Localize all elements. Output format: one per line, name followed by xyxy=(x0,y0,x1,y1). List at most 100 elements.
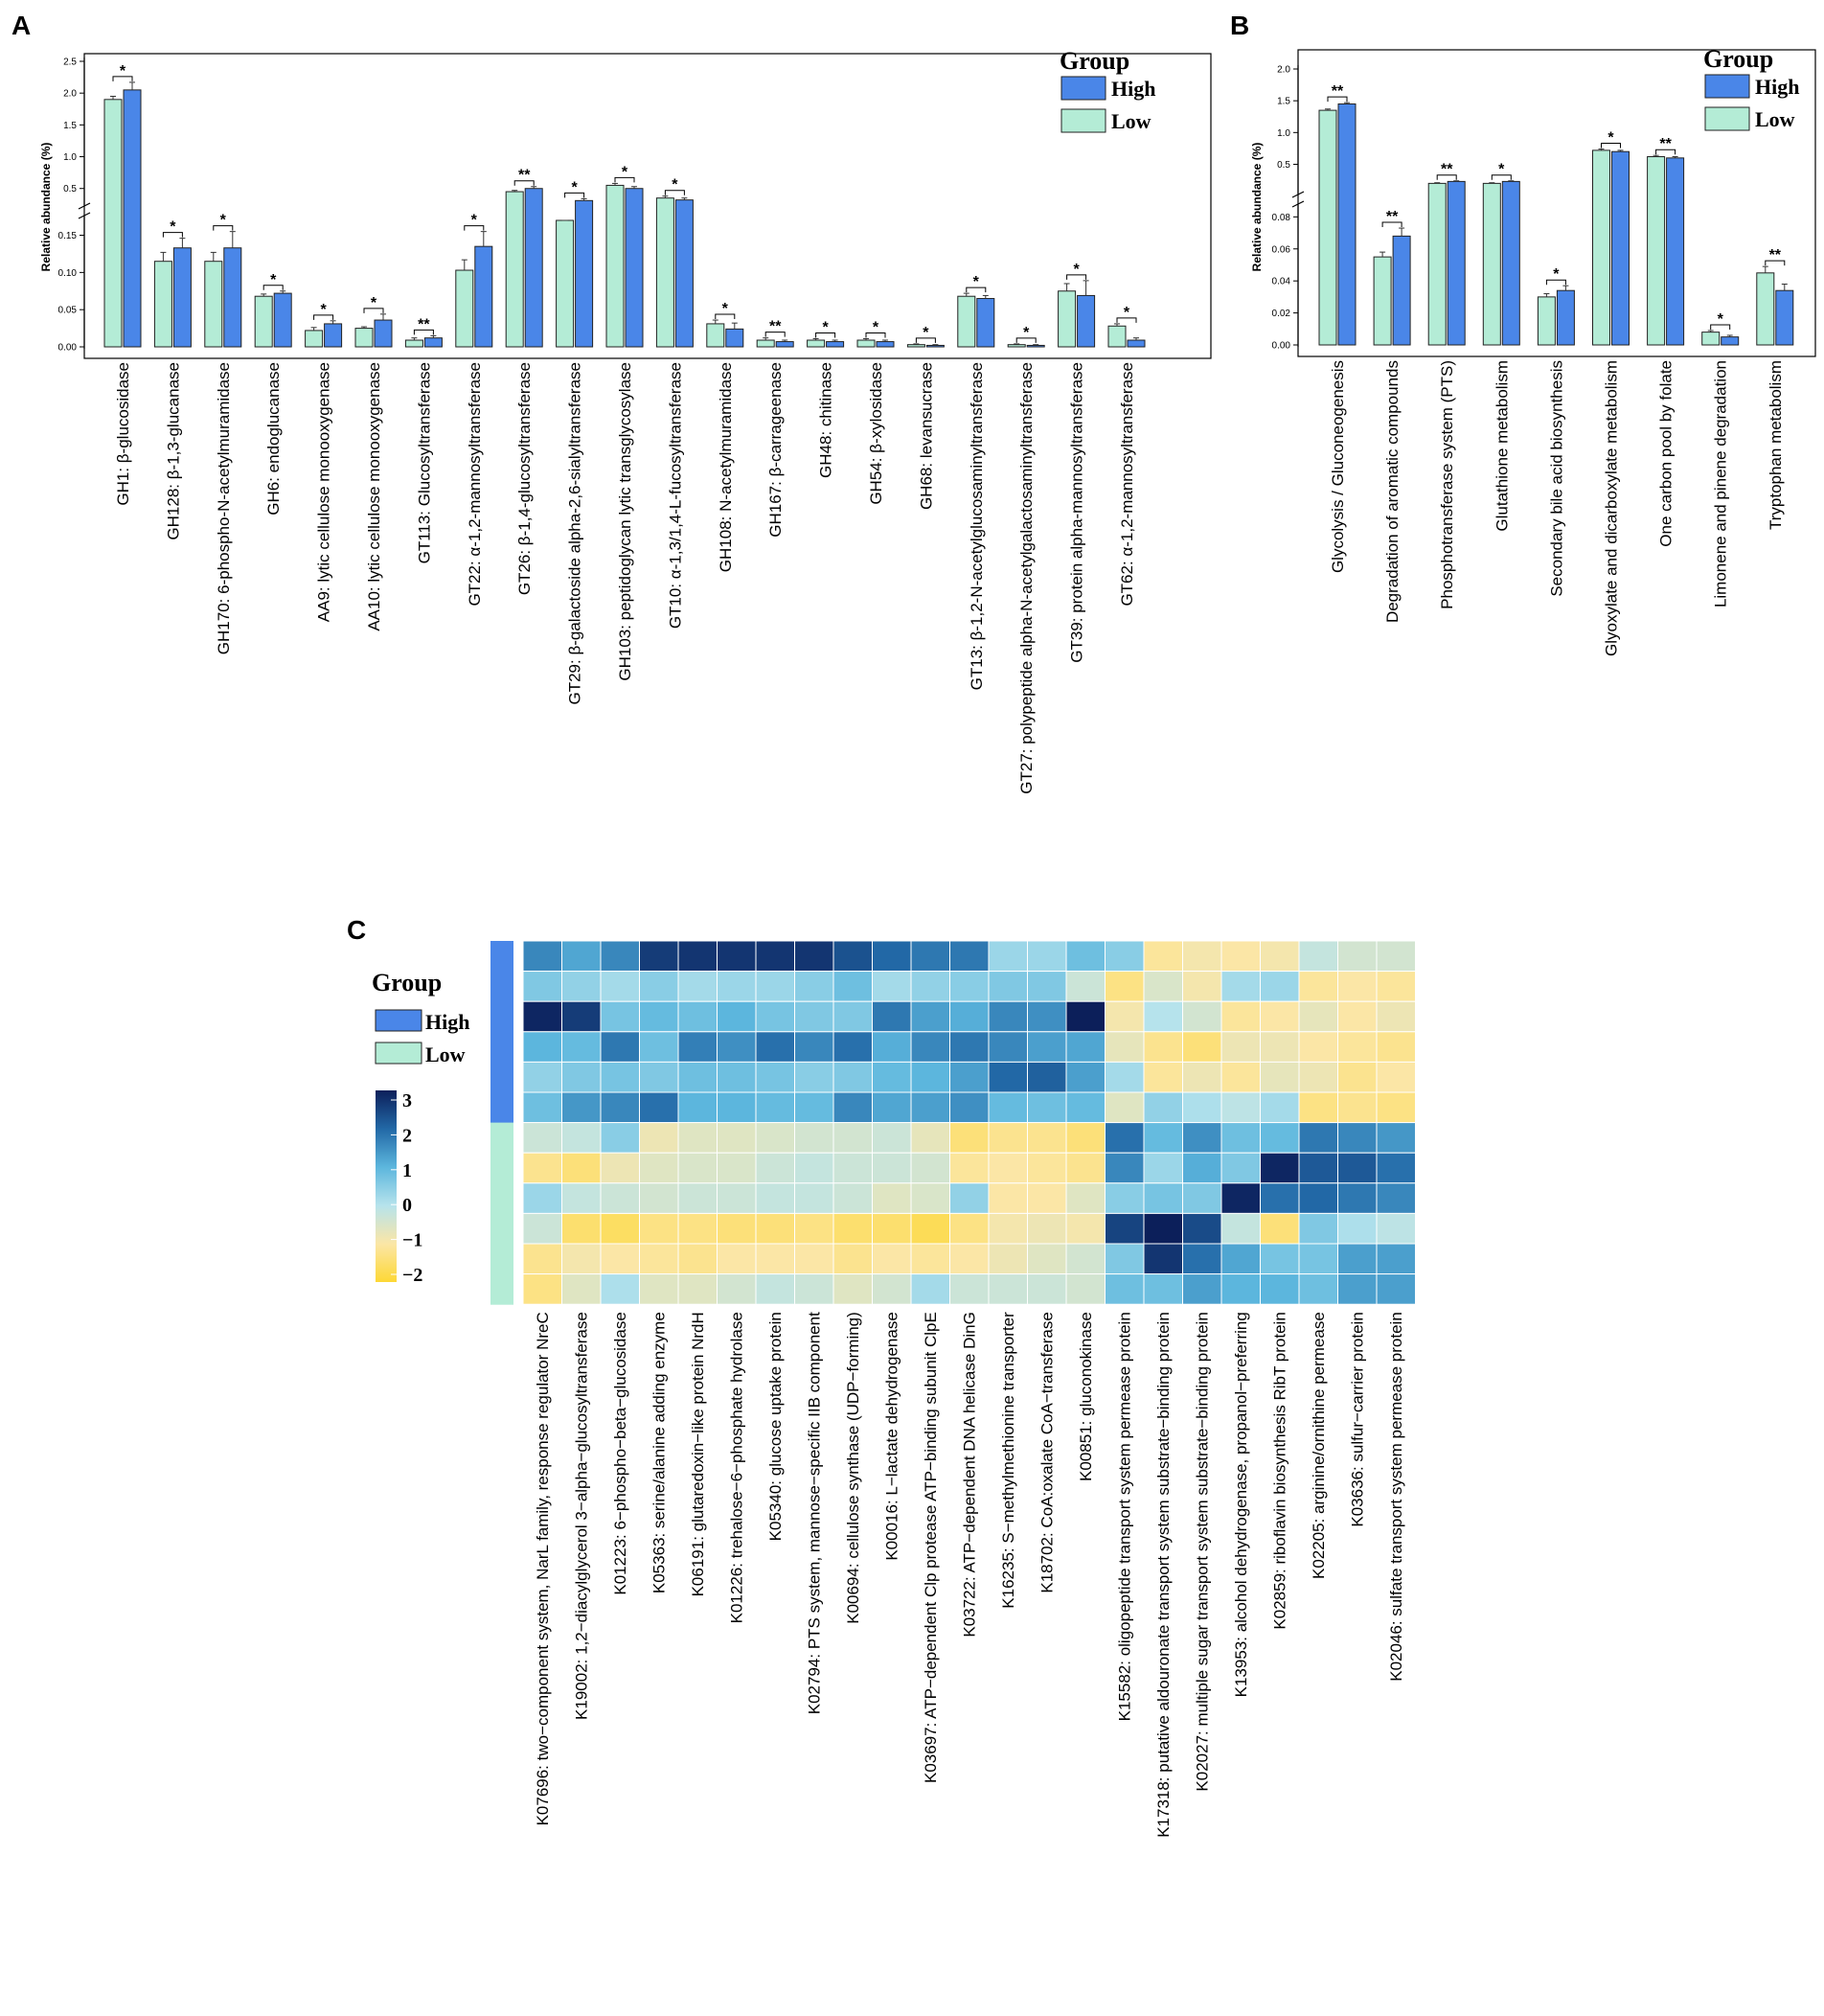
heatmap-cell xyxy=(600,1061,640,1093)
heatmap-column-label: K05340: glucose uptake protein xyxy=(766,1312,785,1541)
x-category-label: AA9: lytic cellulose monooxygenase xyxy=(315,362,333,622)
heatmap-cell xyxy=(639,1091,679,1124)
x-category-label: GT62: α-1,2-mannosyltransferase xyxy=(1118,362,1136,607)
significance-bracket xyxy=(1601,143,1621,149)
heatmap-cell xyxy=(988,1152,1028,1184)
significance-label: ** xyxy=(1441,162,1453,178)
panel-a-ylabel: Relative abundance (%) xyxy=(39,143,53,272)
heatmap-column-label: K06191: glutaredoxin−like protein NrdH xyxy=(689,1312,707,1596)
heatmap-cell xyxy=(1298,1273,1338,1305)
heatmap-cell xyxy=(1298,971,1338,1002)
heatmap-cell xyxy=(1143,1061,1183,1093)
heatmap-cell xyxy=(1298,1182,1338,1214)
bar-high xyxy=(1666,157,1685,346)
panel-a: A Relative abundance (%) 0.00 0.05 0.10 0.1… xyxy=(11,11,1212,794)
heatmap-cell xyxy=(1027,1182,1067,1214)
heatmap-cell xyxy=(1182,1182,1222,1214)
heatmap-cell xyxy=(561,1182,602,1214)
heatmap-cell xyxy=(1376,1152,1416,1184)
significance-label: * xyxy=(1124,305,1130,321)
heatmap-cell xyxy=(677,1273,718,1305)
colorbar-tick-label: 0 xyxy=(402,1195,412,1216)
heatmap-cell xyxy=(1027,1031,1067,1063)
y-tick-label: 1.0 xyxy=(1277,128,1290,139)
bar-high xyxy=(474,245,493,348)
significance-bracket xyxy=(213,225,234,231)
significance-bracket xyxy=(1066,274,1087,280)
bar-high xyxy=(1611,150,1630,346)
significance-label: * xyxy=(371,295,377,311)
panel-a-legend-title: Group xyxy=(1060,47,1129,75)
heatmap-cell xyxy=(639,971,679,1002)
significance-label: * xyxy=(973,274,980,290)
heatmap-cell xyxy=(600,1000,640,1033)
heatmap-cell xyxy=(832,1031,873,1063)
heatmap-cell xyxy=(988,1182,1028,1214)
panel-b-bars xyxy=(1318,102,1794,346)
x-category-label: Limonene and pinene degradation xyxy=(1712,360,1730,607)
bar-low xyxy=(756,339,775,348)
row-group-cell xyxy=(490,941,513,973)
heatmap-cell xyxy=(1376,1182,1416,1214)
significance-bracket xyxy=(1710,324,1731,330)
heatmap-cell xyxy=(949,971,990,1002)
bar-low xyxy=(1427,182,1447,346)
heatmap-cell xyxy=(832,940,873,973)
significance-label: ** xyxy=(518,168,531,184)
heatmap-cell xyxy=(988,1212,1028,1245)
heatmap-column-label: K15582: oligopeptide transport system pe… xyxy=(1116,1312,1134,1721)
heatmap-cell xyxy=(1182,1122,1222,1154)
row-group-cell xyxy=(490,1122,513,1154)
heatmap-cell xyxy=(832,1091,873,1124)
bar-low xyxy=(856,339,876,348)
y-axis-break-mark xyxy=(1291,200,1305,208)
y-tick-label: 2.5 xyxy=(63,57,77,68)
heatmap-cell xyxy=(1298,1061,1338,1093)
heatmap-cell xyxy=(794,1000,834,1033)
heatmap-cell xyxy=(1065,1273,1106,1305)
y-axis-break-mark xyxy=(78,212,91,219)
heatmap-cell xyxy=(1298,1000,1338,1033)
bar-low xyxy=(505,191,524,348)
heatmap-cell xyxy=(639,1273,679,1305)
heatmap-cell xyxy=(1220,971,1261,1002)
bar-high xyxy=(1556,289,1575,346)
panel-b-legend-low-label: Low xyxy=(1755,107,1795,131)
panel-b-legend-low-swatch xyxy=(1704,106,1750,131)
bar-high xyxy=(1127,339,1146,348)
heatmap-cell xyxy=(677,940,718,973)
heatmap-column-label: K16235: S−methylmethionine transporter xyxy=(999,1312,1017,1609)
significance-label: * xyxy=(270,272,277,288)
heatmap-cell xyxy=(639,1152,679,1184)
y-tick-label: 0.5 xyxy=(63,184,77,195)
heatmap-cell xyxy=(832,1212,873,1245)
bar-low xyxy=(1058,290,1077,348)
heatmap-cell xyxy=(755,1061,795,1093)
significance-label: * xyxy=(622,164,628,180)
panel-c-legend-high-label: High xyxy=(425,1010,469,1034)
y-tick-label: 1.5 xyxy=(63,121,77,131)
heatmap-cell xyxy=(1105,1182,1145,1214)
heatmap-cell xyxy=(600,971,640,1002)
panel-a-legend-low-label: Low xyxy=(1111,109,1151,133)
heatmap-cell xyxy=(1105,1122,1145,1154)
x-category-label: GT27: polypeptide alpha-N-acetylgalactos… xyxy=(1017,362,1036,794)
heatmap-cell xyxy=(600,1243,640,1275)
heatmap-cell xyxy=(1143,940,1183,973)
y-tick-label: 2.0 xyxy=(1277,65,1290,76)
y-axis-break-mark xyxy=(78,202,91,210)
heatmap-cell xyxy=(1065,971,1106,1002)
heatmap-cell xyxy=(910,1031,950,1063)
heatmap-cell xyxy=(1337,1152,1378,1184)
x-category-label: GT29: β-galactoside alpha-2,6-sialyltran… xyxy=(566,362,584,705)
panel-b-significance: ****** *** ***** xyxy=(1327,83,1786,330)
heatmap-cell xyxy=(717,1182,757,1214)
heatmap-cell xyxy=(1376,940,1416,973)
bar-high xyxy=(1721,336,1740,346)
heatmap-cell xyxy=(561,1031,602,1063)
heatmap-cell xyxy=(1376,1212,1416,1245)
heatmap-cell xyxy=(1027,1243,1067,1275)
heatmap-column-label: K02027: multiple sugar transport system … xyxy=(1194,1312,1212,1791)
heatmap-cell xyxy=(1220,1152,1261,1184)
heatmap-cell xyxy=(1337,1273,1378,1305)
